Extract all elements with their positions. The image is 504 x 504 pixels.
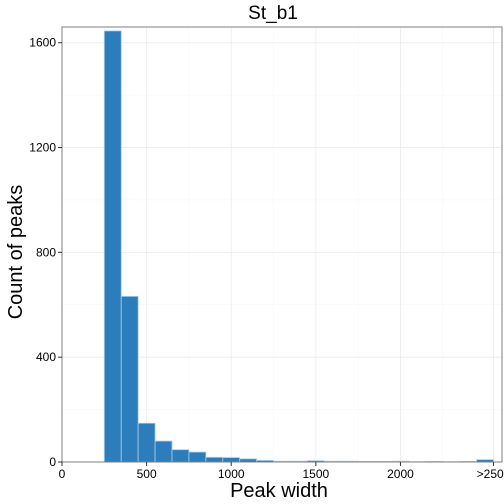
x-tick-label: 1500 [302,467,329,481]
chart-title: St_b1 [248,3,298,24]
y-tick-label: 800 [36,245,56,259]
y-axis-ticks: 0 400 800 1200 1600 [29,36,62,469]
x-axis-title: Peak width [230,480,328,502]
histogram-bar [188,451,207,463]
y-tick-label: 400 [36,350,56,364]
histogram-bar [171,449,190,463]
y-tick-label: 0 [49,455,56,469]
x-tick-label: 2000 [387,467,414,481]
plot-panel-border [61,26,503,463]
histogram-bar [205,456,224,463]
histogram-bar [120,295,139,463]
histogram-bar [103,30,122,463]
x-tick-label: 500 [137,467,157,481]
y-axis-title: Count of peaks [5,185,27,320]
y-tick-label: 1600 [29,36,56,50]
x-tick-label: 1000 [218,467,245,481]
histogram-bar [137,422,156,463]
histogram-bar [154,440,173,463]
y-tick-label: 1200 [29,141,56,155]
x-tick-label: 0 [59,467,66,481]
histogram-bar [222,457,241,463]
histogram-bars [103,30,494,463]
